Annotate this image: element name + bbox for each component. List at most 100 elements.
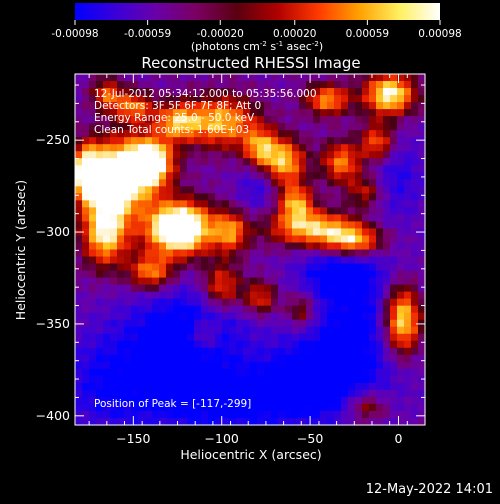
heatmap-cell [194,396,202,405]
heatmap-cell [299,179,307,187]
heatmap-cell [138,340,146,349]
heatmap-cell [271,235,279,244]
heatmap-cell [222,305,230,314]
heatmap-cell [299,368,307,377]
heatmap-cell [418,88,426,96]
heatmap-cell [82,95,90,103]
heatmap-cell [404,319,412,328]
heatmap-cell [397,298,405,307]
heatmap-cell [152,123,160,131]
heatmap-cell [180,298,188,307]
heatmap-cell [348,305,356,314]
heatmap-cell [383,382,391,391]
heatmap-cell [117,214,125,223]
heatmap-cell [278,410,286,419]
heatmap-cell [376,354,384,363]
heatmap-cell [390,151,398,159]
heatmap-cell [117,382,125,391]
heatmap-cell [222,81,230,89]
heatmap-cell [187,249,195,258]
heatmap-cell [355,186,363,194]
heatmap-cell [222,172,230,180]
heatmap-cell [369,312,377,321]
heatmap-cell [257,410,265,419]
heatmap-cell [194,284,202,293]
heatmap-cell [194,95,202,103]
heatmap-cell [117,200,125,208]
heatmap-cell [369,109,377,117]
heatmap-cell [348,249,356,258]
heatmap-cell [411,249,419,258]
heatmap-cell [334,249,342,258]
heatmap-cell [173,410,181,419]
heatmap-cell [313,186,321,194]
heatmap-cell [397,277,405,286]
heatmap-cell [243,144,251,152]
heatmap-cell [159,340,167,349]
heatmap-cell [404,270,412,279]
heatmap-cell [313,319,321,328]
heatmap-cell [383,228,391,237]
heatmap-cell [110,270,118,279]
heatmap-cell [418,410,426,419]
heatmap-cell [320,389,328,398]
heatmap-cell [131,81,139,89]
heatmap-cell [180,102,188,110]
heatmap-cell [383,263,391,272]
heatmap-cell [187,298,195,307]
heatmap-cell [229,158,237,166]
heatmap-cell [299,375,307,384]
heatmap-cell [208,137,216,145]
heatmap-cell [89,312,97,321]
heatmap-cell [194,235,202,244]
heatmap-cell [159,88,167,96]
heatmap-cell [180,88,188,96]
heatmap-cell [187,256,195,265]
heatmap-cell [411,284,419,293]
heatmap-cell [376,130,384,138]
heatmap-cell [229,410,237,419]
heatmap-cell [215,333,223,342]
heatmap-cell [75,123,83,131]
heatmap-cell [285,186,293,194]
heatmap-cell [285,263,293,272]
heatmap-cell [131,193,139,201]
heatmap-cell [131,221,139,230]
heatmap-cell [257,319,265,328]
heatmap-cell [152,361,160,370]
heatmap-cell [264,193,272,201]
heatmap-cell [369,235,377,244]
heatmap-cell [390,214,398,223]
heatmap-cell [390,144,398,152]
heatmap-cell [355,375,363,384]
heatmap-cell [292,214,300,223]
heatmap-cell [236,382,244,391]
heatmap-cell [285,116,293,124]
heatmap-cell [264,88,272,96]
heatmap-cell [348,102,356,110]
heatmap-cell [215,193,223,201]
heatmap-cell [418,305,426,314]
heatmap-cell [229,186,237,194]
heatmap-cell [215,340,223,349]
heatmap-cell [131,116,139,124]
heatmap-cell [299,221,307,230]
heatmap-cell [397,123,405,131]
heatmap-cell [369,158,377,166]
heatmap-cell [390,417,398,426]
heatmap-cell [194,214,202,223]
heatmap-cell [138,291,146,300]
heatmap-cell [124,312,132,321]
heatmap-cell [124,249,132,258]
heatmap-cell [152,249,160,258]
heatmap-cell [208,235,216,244]
heatmap-cell [278,74,286,82]
heatmap-cell [313,130,321,138]
heatmap-cell [222,263,230,272]
heatmap-cell [75,151,83,159]
heatmap-cell [215,298,223,307]
heatmap-cell [89,235,97,244]
heatmap-cell [404,305,412,314]
heatmap-cell [201,179,209,187]
heatmap-cell [145,340,153,349]
